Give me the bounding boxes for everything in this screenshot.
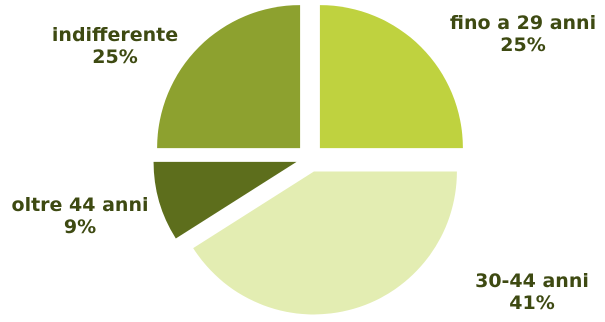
label-30-44-anni-name: 30-44 anni: [475, 270, 589, 292]
label-fino-a-29-anni-value: 25%: [500, 34, 546, 56]
label-fino-a-29-anni-name: fino a 29 anni: [449, 12, 597, 34]
pie-slice-fino-a-29-anni: [319, 5, 463, 149]
label-oltre-44-anni-name: oltre 44 anni: [11, 194, 149, 216]
label-oltre-44-anni-value: 9%: [63, 216, 97, 238]
label-30-44-anni-value: 41%: [509, 292, 555, 314]
label-indifferente-name: indifferente: [51, 24, 179, 46]
label-oltre-44-anni: oltre 44 anni 9%: [5, 194, 155, 238]
pie-slice-oltre-44-anni: [153, 161, 297, 239]
label-indifferente-value: 25%: [92, 46, 138, 68]
pie-slice-30-44-anni: [193, 171, 457, 315]
label-indifferente: indifferente 25%: [40, 24, 190, 68]
label-30-44-anni: 30-44 anni 41%: [472, 270, 592, 314]
label-fino-a-29-anni: fino a 29 anni 25%: [438, 12, 605, 56]
pie-slice-indifferente: [157, 5, 301, 149]
